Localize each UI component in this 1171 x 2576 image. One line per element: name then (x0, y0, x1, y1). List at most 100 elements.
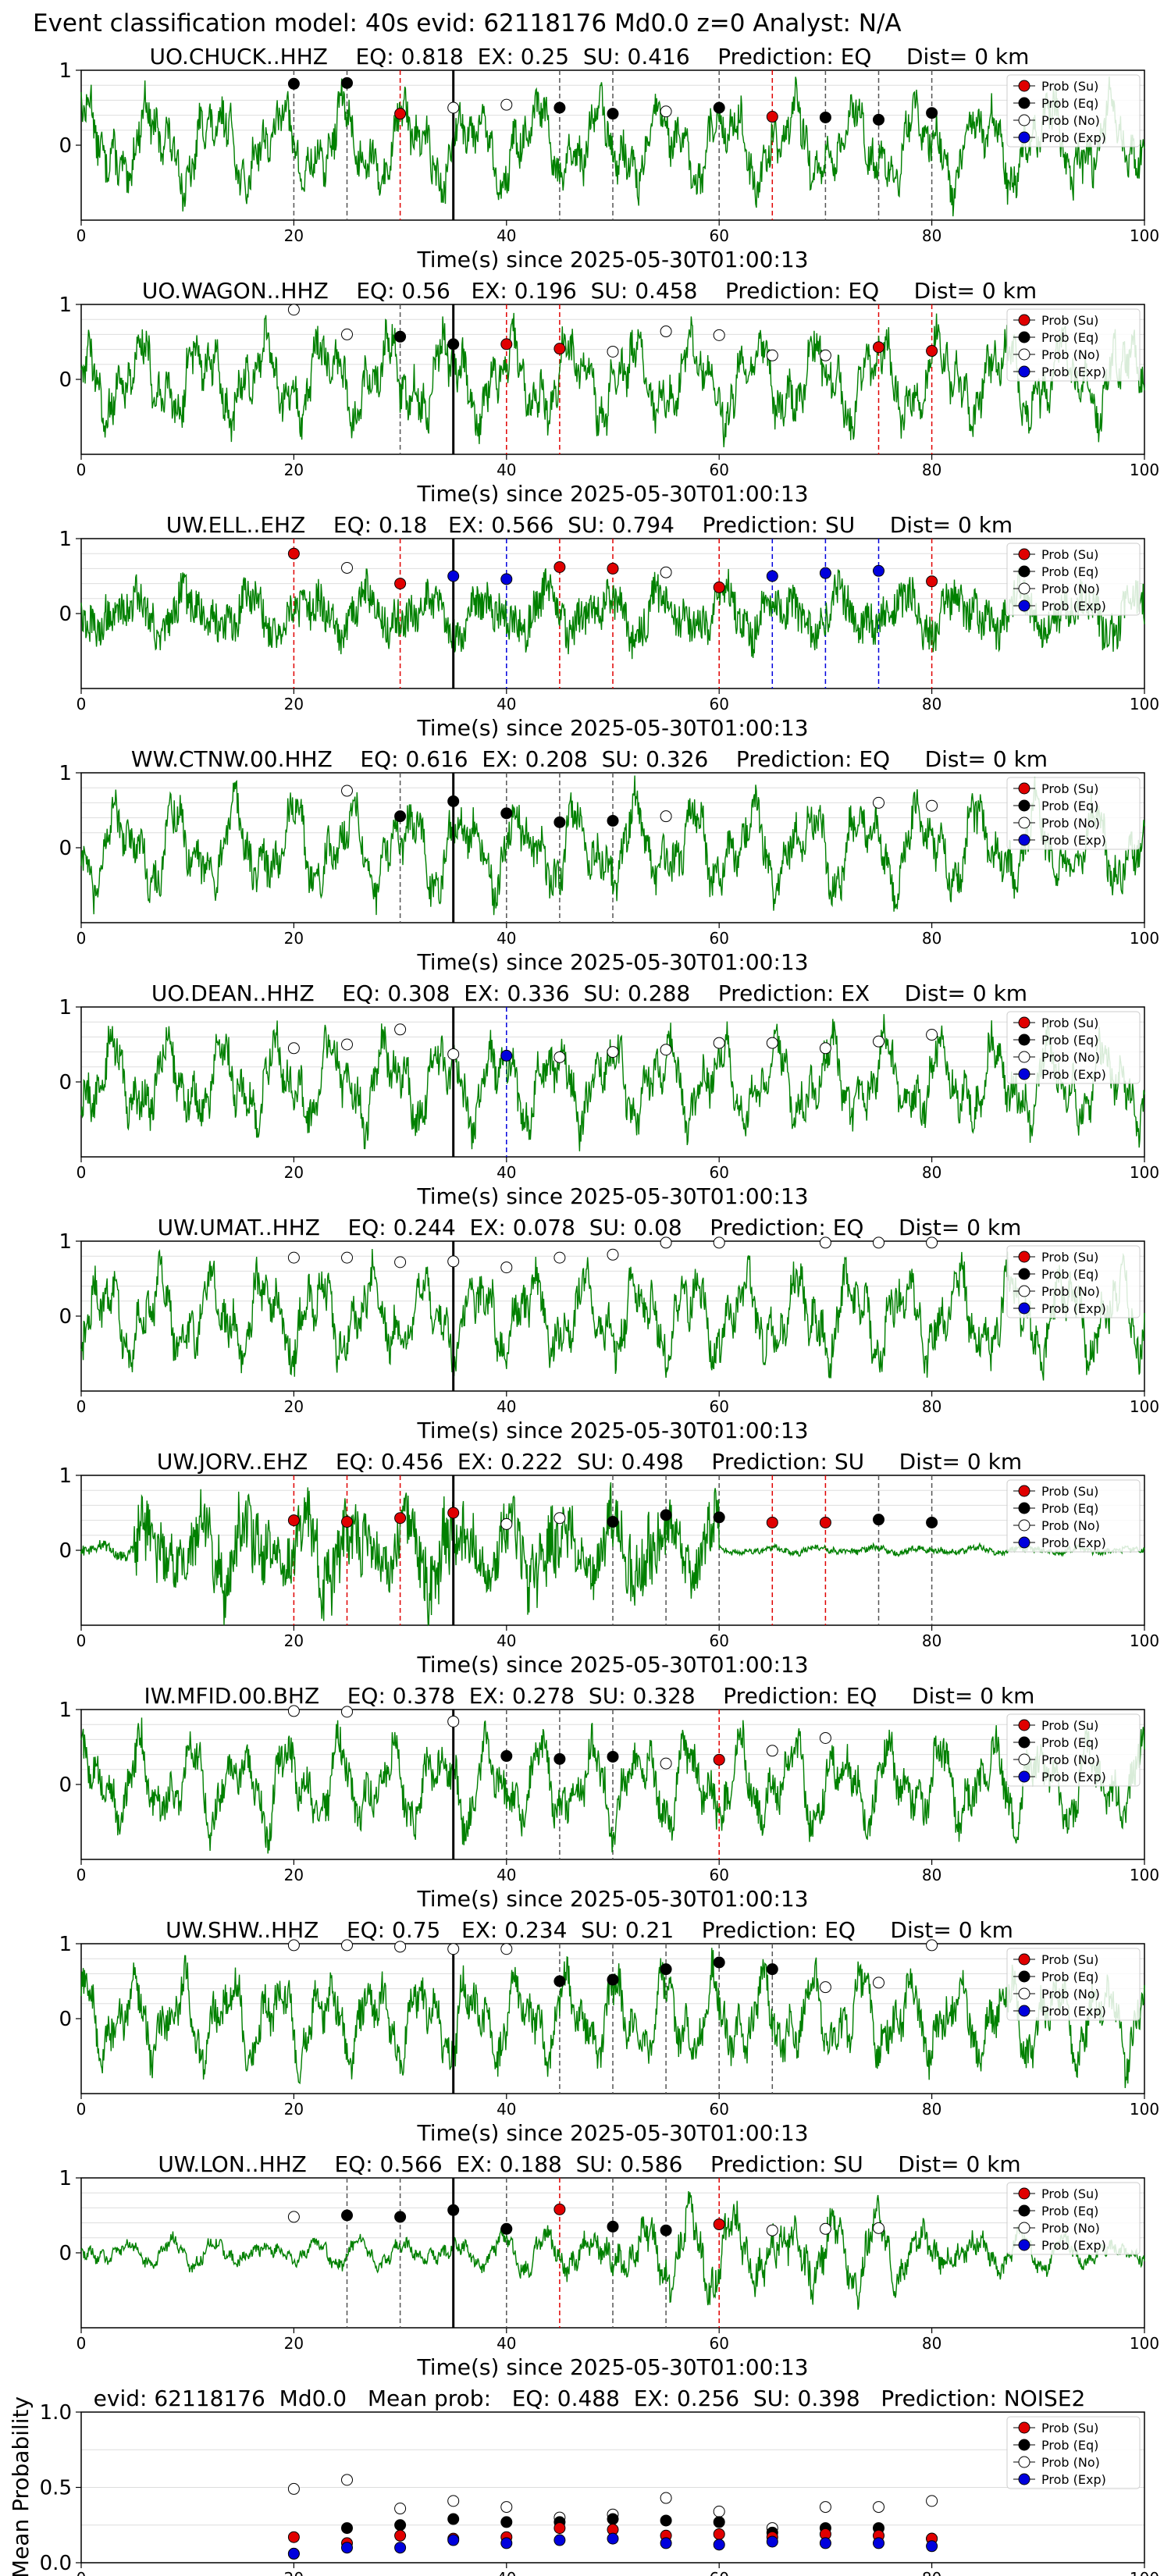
prob-marker-no (500, 1261, 513, 1274)
x-tick-label: 20 (284, 2569, 304, 2576)
x-tick-label: 40 (497, 2334, 516, 2353)
prob-marker-no (553, 1251, 566, 1264)
legend-marker-eq (1018, 1034, 1030, 1046)
axes-frame (80, 1240, 1145, 1392)
legend-box (1006, 308, 1141, 382)
legend-marker-exp (1018, 2473, 1030, 2485)
x-tick-label: 40 (497, 2100, 516, 2119)
chart-panel-5: UO.DEAN..HHZ EQ: 0.308 EX: 0.336 SU: 0.2… (59, 980, 1159, 1209)
y-tick-label: 1 (59, 762, 72, 785)
prob-marker-no (873, 1236, 884, 1249)
prob-marker-no (553, 1512, 566, 1525)
legend-marker-exp (1018, 131, 1030, 144)
x-tick-label: 80 (922, 2569, 941, 2576)
x-tick-label: 80 (922, 461, 941, 479)
prob-marker-no (553, 1051, 566, 1063)
prob-marker-su (607, 562, 619, 575)
legend-marker-exp (1018, 1302, 1030, 1315)
legend-marker-su (1018, 2187, 1030, 2200)
legend-label-exp: Prob (Exp) (1041, 599, 1106, 614)
legend-marker-su (1018, 314, 1030, 326)
x-tick-label: 60 (709, 1163, 728, 1182)
y-tick-label: 0 (59, 1071, 72, 1094)
x-tick-label: 60 (709, 929, 728, 948)
x-tick-label: 20 (284, 929, 304, 948)
x-axis-label: Time(s) since 2025-05-30T01:00:13 (416, 1183, 808, 1209)
legend-label-no: Prob (No) (1041, 2221, 1100, 2236)
legend-label-eq: Prob (Eq) (1041, 1969, 1098, 1984)
prob-marker-no (766, 1037, 778, 1049)
legend-label-eq: Prob (Eq) (1041, 330, 1098, 345)
prob-marker-no (819, 349, 831, 361)
prob-marker-eq (553, 1752, 566, 1765)
legend-label-exp: Prob (Exp) (1041, 1301, 1106, 1316)
legend-marker-eq (1018, 1736, 1030, 1749)
y-tick-label: 0 (59, 1774, 72, 1797)
x-tick-label: 60 (709, 2569, 728, 2576)
prob-marker-no (713, 329, 725, 341)
prob-marker-eq (873, 1514, 884, 1526)
legend-marker-exp (1018, 834, 1030, 846)
waveform-trace (80, 1248, 1145, 1381)
x-tick-label: 20 (284, 695, 304, 713)
x-tick-label: 100 (1130, 461, 1159, 479)
legend-marker-no (1018, 1051, 1030, 1063)
x-tick-label: 40 (497, 1397, 516, 1416)
prob-marker-no (660, 1236, 672, 1249)
prob-marker-no (287, 1939, 300, 1952)
prob-marker-no (819, 1731, 831, 1744)
x-tick-label: 0 (77, 226, 87, 245)
prob-marker-no (766, 2224, 778, 2236)
legend-label-eq: Prob (Eq) (1041, 799, 1098, 813)
prob-marker-eq (447, 795, 460, 807)
legend-marker-no (1018, 817, 1030, 829)
prob-marker-no (873, 1976, 884, 1989)
y-tick-label: 1 (59, 996, 72, 1019)
prob-marker-no (660, 326, 672, 338)
x-tick-label: 20 (284, 2334, 304, 2353)
chart-panel-6: UW.UMAT..HHZ EQ: 0.244 EX: 0.078 SU: 0.0… (59, 1215, 1159, 1443)
prob-marker-no (341, 1251, 353, 1264)
prob-marker-eq (607, 108, 619, 120)
legend-marker-su (1018, 1485, 1030, 1497)
legend-box (1006, 1948, 1141, 2021)
mean-marker-su (713, 2528, 725, 2540)
prob-marker-no (819, 1981, 831, 1994)
x-tick-label: 0 (77, 695, 87, 713)
legend-marker-no (1018, 1987, 1030, 2000)
chart-panel-2: UO.WAGON..HHZ EQ: 0.56 EX: 0.196 SU: 0.4… (59, 278, 1159, 507)
y-tick-label: 0 (59, 837, 72, 860)
legend-marker-eq (1018, 565, 1030, 578)
y-tick-label: 1 (59, 1699, 72, 1722)
x-tick-label: 40 (497, 461, 516, 479)
mean-marker-exp (447, 2534, 460, 2546)
legend-label-exp: Prob (Exp) (1041, 365, 1106, 379)
prob-marker-no (660, 810, 672, 823)
x-tick-label: 20 (284, 461, 304, 479)
prob-marker-no (341, 785, 353, 797)
legend-box (1006, 777, 1141, 850)
legend-box (1006, 1713, 1141, 1787)
prob-marker-eq (500, 2222, 513, 2235)
legend-label-eq: Prob (Eq) (1041, 1033, 1098, 1048)
x-axis-label: Time(s) since 2025-05-30T01:00:13 (416, 2120, 808, 2146)
chart-title: UW.SHW..HHZ EQ: 0.75 EX: 0.234 SU: 0.21 … (166, 1917, 1013, 1943)
mean-marker-exp (500, 2537, 513, 2549)
legend-label-no: Prob (No) (1041, 347, 1100, 362)
prob-marker-su (287, 1514, 300, 1527)
legend-marker-eq (1018, 799, 1030, 812)
x-tick-label: 80 (922, 226, 941, 245)
legend-label-no: Prob (No) (1041, 2455, 1100, 2470)
y-tick-label: 0.0 (40, 2552, 72, 2575)
x-tick-label: 60 (709, 2100, 728, 2119)
prob-marker-eq (713, 1956, 725, 1969)
prob-marker-eq (607, 814, 619, 827)
legend-label-eq: Prob (Eq) (1041, 96, 1098, 111)
legend-box (1006, 2182, 1141, 2255)
legend-label-exp: Prob (Exp) (1041, 1535, 1106, 1550)
x-tick-label: 40 (497, 1631, 516, 1650)
legend-label-no: Prob (No) (1041, 816, 1100, 831)
prob-marker-no (287, 304, 300, 316)
mean-marker-exp (873, 2537, 884, 2549)
prob-marker-su (447, 1507, 460, 1519)
